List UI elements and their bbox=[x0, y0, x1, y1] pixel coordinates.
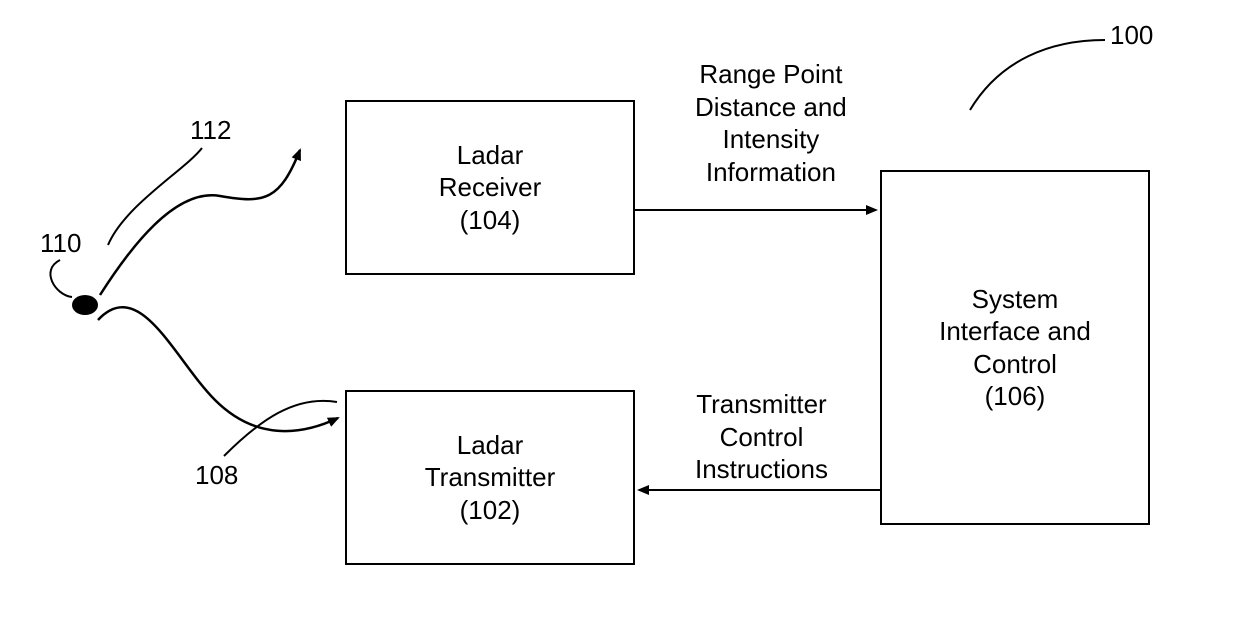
ref-112-label: 112 bbox=[190, 115, 231, 146]
ladar-receiver-label: LadarReceiver(104) bbox=[439, 139, 542, 237]
ref-100-label: 100 bbox=[1110, 20, 1153, 51]
ref-110-callout-arc bbox=[50, 260, 72, 297]
ref-108-label: 108 bbox=[195, 460, 238, 491]
ladar-transmitter-node: LadarTransmitter(102) bbox=[345, 390, 635, 565]
ref-100-callout-arc bbox=[970, 40, 1105, 110]
ref-112-callout-arc bbox=[108, 148, 202, 245]
tx-control-edge-label: TransmitterControlInstructions bbox=[695, 388, 828, 486]
system-control-node: SystemInterface andControl(106) bbox=[880, 170, 1150, 525]
target-dot-icon bbox=[72, 295, 98, 315]
ref-108-callout-arc bbox=[224, 401, 337, 456]
ladar-reflection-from-target bbox=[100, 150, 300, 295]
ref-110-label: 110 bbox=[40, 228, 81, 259]
ladar-pulse-to-target bbox=[98, 307, 338, 431]
system-control-label: SystemInterface andControl(106) bbox=[939, 283, 1091, 413]
ladar-transmitter-label: LadarTransmitter(102) bbox=[425, 429, 556, 527]
ladar-receiver-node: LadarReceiver(104) bbox=[345, 100, 635, 275]
range-info-edge-label: Range PointDistance andIntensityInformat… bbox=[695, 58, 847, 188]
